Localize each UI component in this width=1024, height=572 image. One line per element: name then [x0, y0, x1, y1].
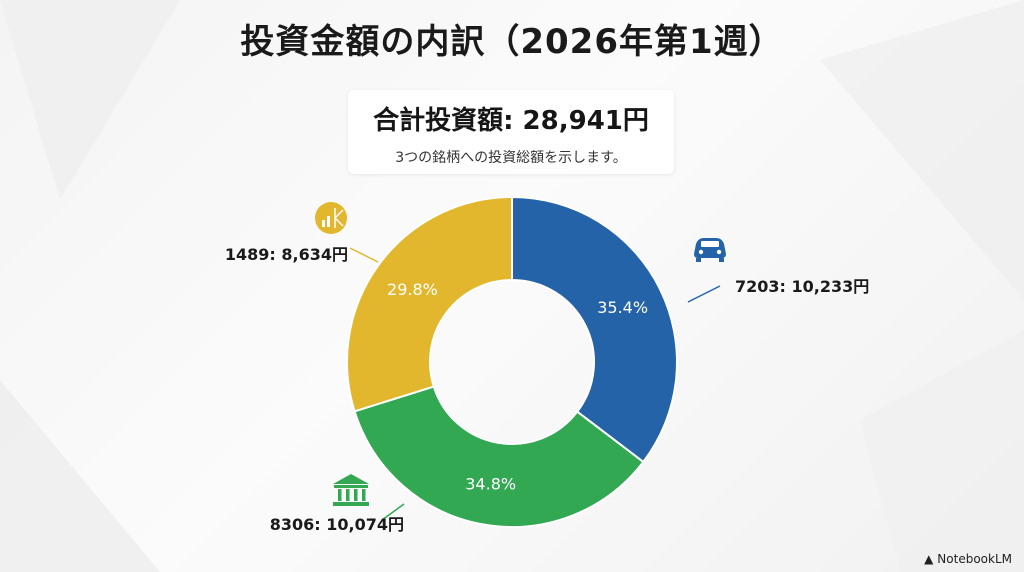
total-amount: 合計投資額: 28,941円 — [373, 106, 649, 136]
page-title: 投資金額の内訳（2026年第1週） — [240, 22, 784, 62]
slice-label-2: 1489: 8,634円 — [225, 245, 348, 264]
leader-line-2 — [349, 247, 379, 263]
summary-box: 合計投資額: 28,941円 3つの銘柄への投資総額を示します。 — [348, 90, 674, 174]
slice-percent-1: 34.8% — [465, 475, 516, 494]
summary-subtitle: 3つの銘柄への投資総額を示します。 — [395, 150, 627, 166]
watermark: ▲ NotebookLM — [924, 552, 1012, 566]
watermark-text: NotebookLM — [937, 552, 1012, 566]
slice-label-1: 8306: 10,074円 — [270, 515, 404, 534]
slice-0 — [511, 195, 678, 464]
notebooklm-logo-icon: ▲ — [924, 552, 934, 566]
car-icon — [694, 238, 726, 262]
slice-label-0: 7203: 10,233円 — [735, 277, 869, 296]
slice-percent-2: 29.8% — [387, 280, 438, 299]
slice-1 — [353, 385, 645, 528]
bank-icon — [333, 474, 369, 506]
leader-line-0 — [687, 285, 721, 303]
slice-percent-0: 35.4% — [597, 298, 648, 317]
slice-2 — [346, 195, 513, 413]
chart-coin-icon — [315, 202, 347, 234]
leader-line-1 — [381, 503, 405, 521]
